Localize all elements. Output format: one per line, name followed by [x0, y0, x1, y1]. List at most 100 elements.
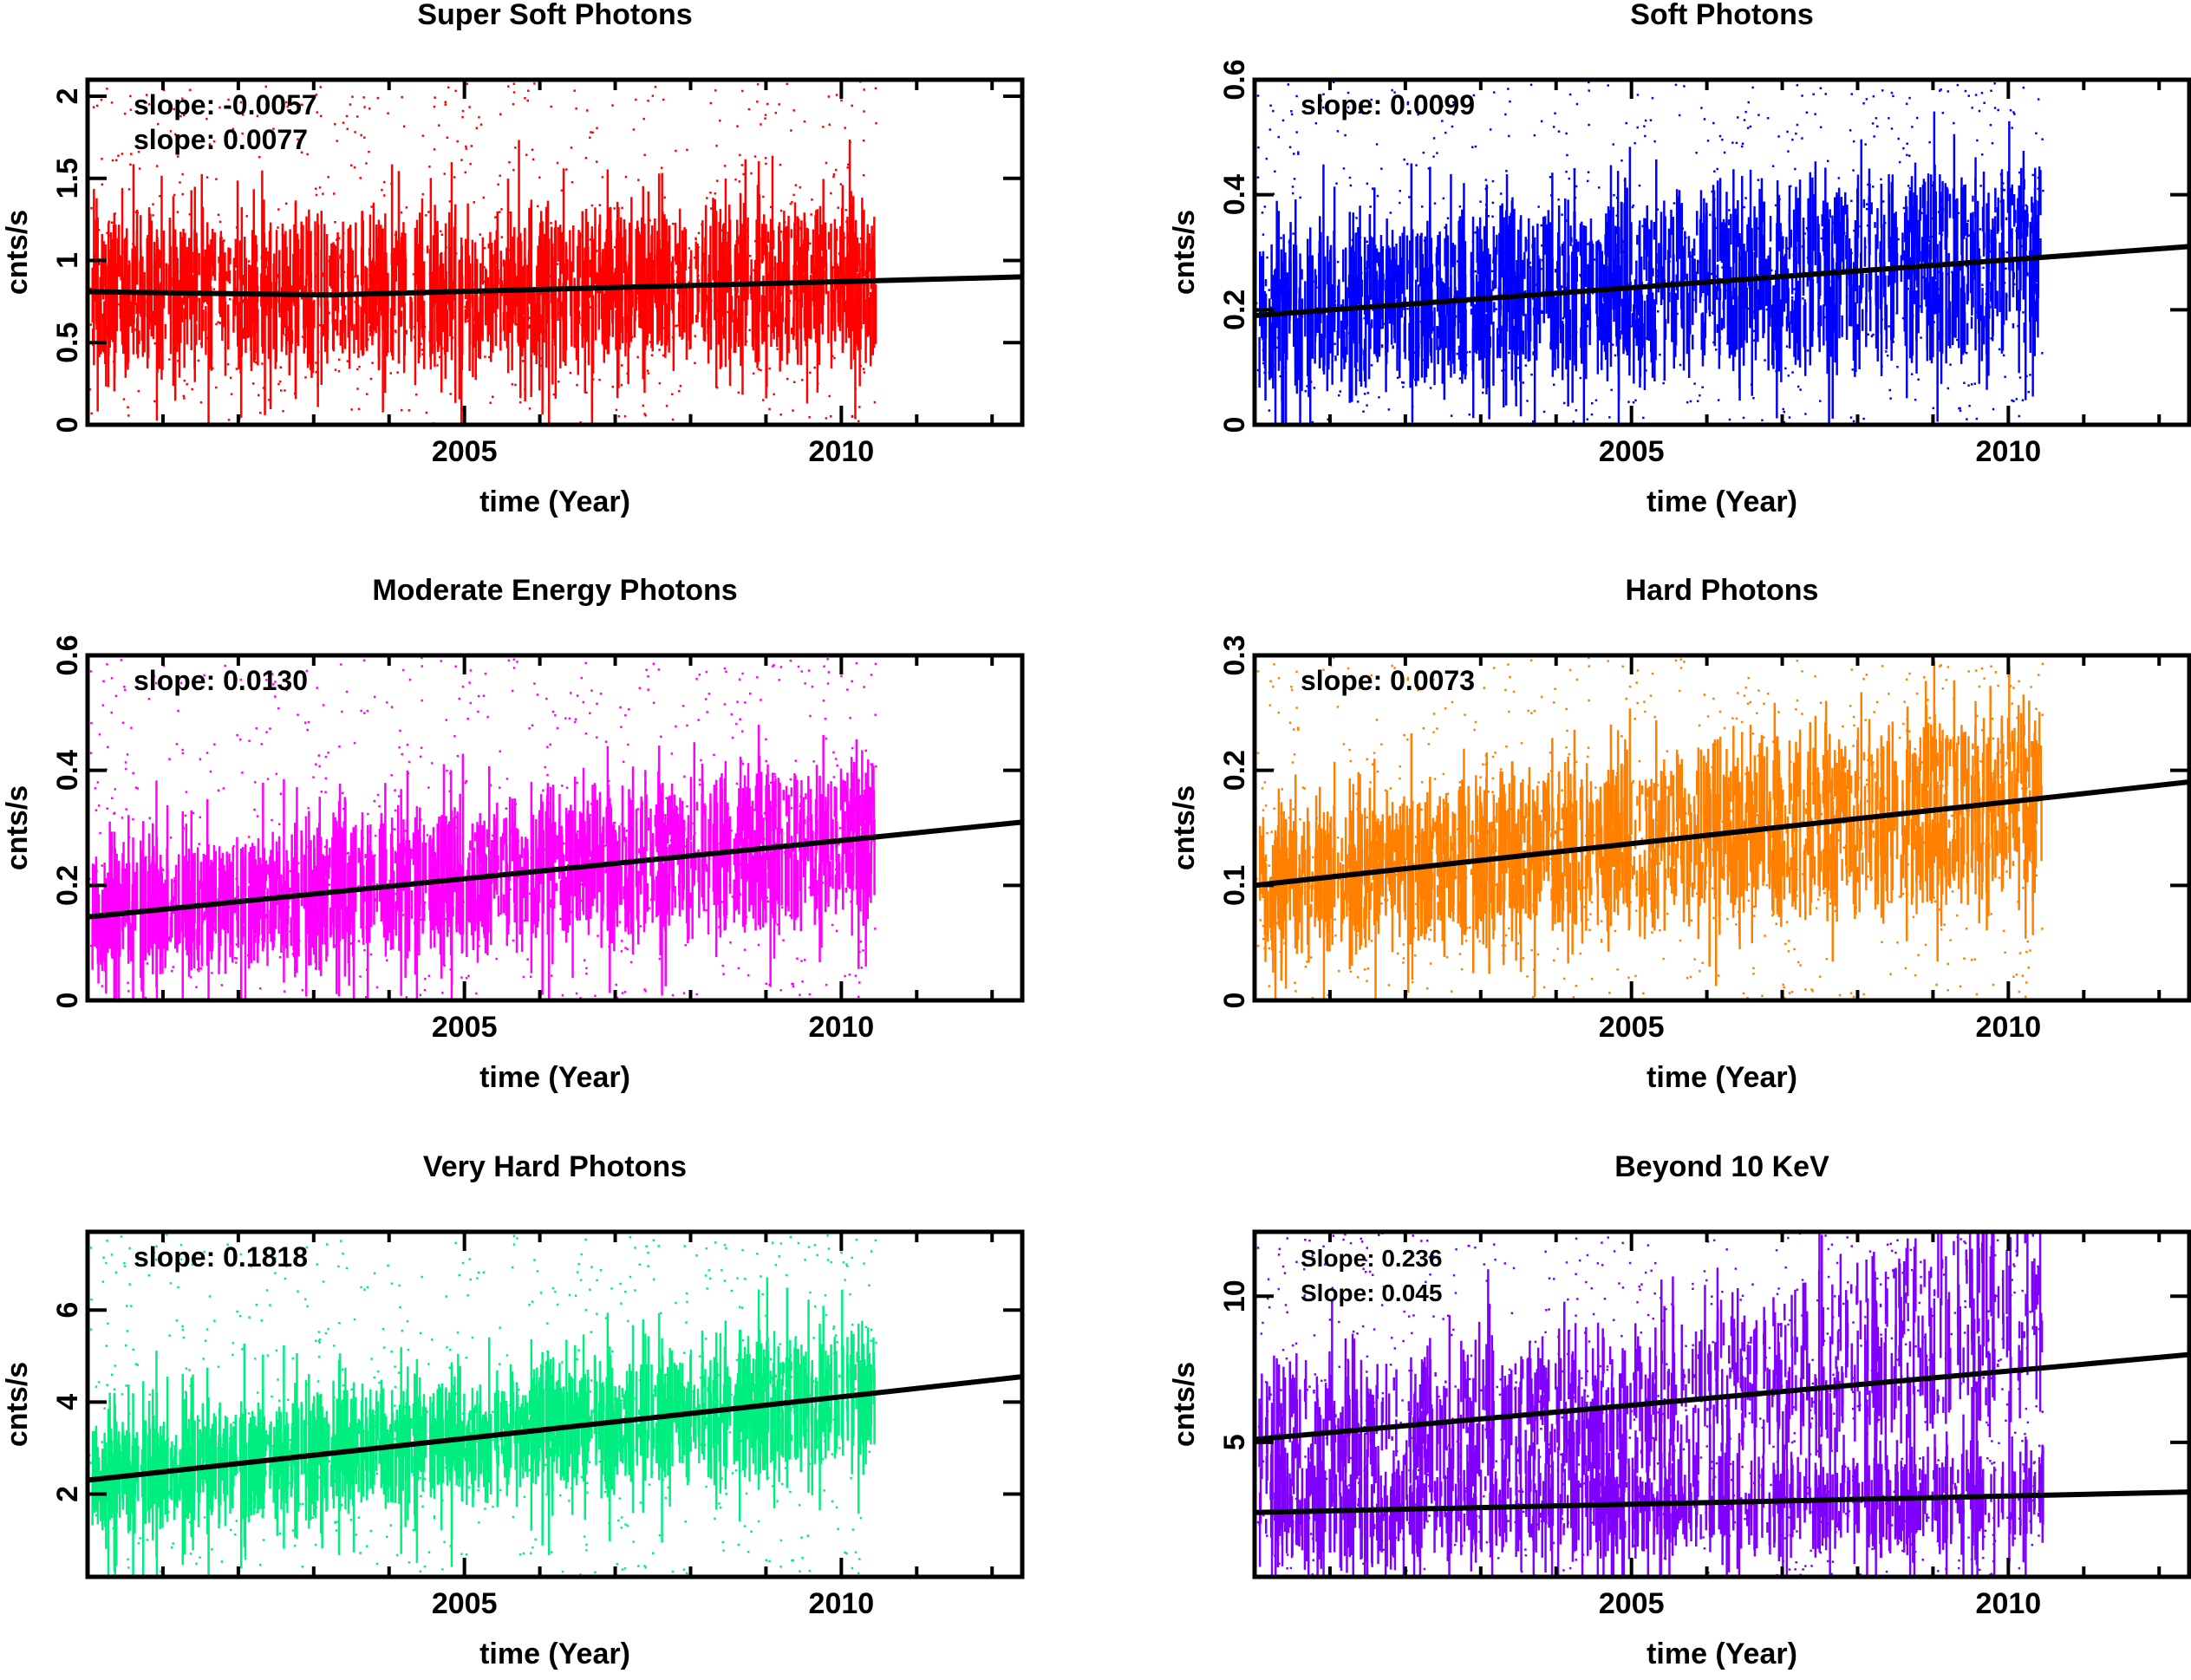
data-point: [1821, 214, 1823, 227]
data-point: [1947, 308, 1950, 346]
data-point: [1459, 323, 1462, 371]
data-point: [2005, 292, 2008, 321]
data-point: [360, 709, 362, 713]
data-point: [1989, 124, 1992, 127]
data-point: [525, 153, 528, 156]
data-point: [1583, 307, 1587, 348]
data-point: [2025, 255, 2028, 275]
data-point: [1284, 335, 1288, 338]
data-point: [1491, 201, 1495, 205]
data-point: [1783, 410, 1785, 413]
data-point: [632, 128, 636, 131]
data-point: [2006, 171, 2010, 213]
data-point: [1472, 94, 1476, 97]
data-point: [318, 186, 322, 189]
data-point: [1357, 227, 1360, 304]
data-point: [369, 953, 373, 956]
data-point: [1279, 374, 1281, 378]
data-point: [1697, 400, 1699, 402]
data-point: [473, 322, 476, 348]
data-point: [1923, 223, 1927, 225]
data-point: [1258, 336, 1261, 388]
data-point: [2016, 226, 2018, 311]
data-point: [746, 824, 748, 882]
data-point: [1928, 282, 1931, 326]
data-point: [2008, 120, 2011, 270]
data-point: [183, 298, 186, 301]
data-point: [1579, 273, 1581, 277]
data-point: [1490, 270, 1494, 273]
data-point: [95, 104, 99, 107]
data-point: [1536, 223, 1539, 323]
data-point: [840, 674, 843, 678]
data-point: [563, 360, 566, 362]
data-point: [137, 150, 140, 153]
data-point: [2025, 204, 2027, 207]
y-axis-label: cnts/s: [1168, 210, 1201, 295]
data-point: [705, 294, 708, 303]
data-point: [1350, 329, 1353, 390]
data-point: [1507, 88, 1510, 90]
data-point: [753, 155, 757, 158]
data-point: [402, 244, 405, 296]
data-point: [1277, 260, 1280, 306]
data-point: [1314, 275, 1317, 286]
data-point: [1908, 190, 1911, 233]
data-point: [1588, 81, 1590, 84]
data-point: [2033, 300, 2036, 356]
data-point: [427, 786, 430, 789]
data-point: [1822, 200, 1825, 216]
data-point: [1391, 230, 1394, 286]
data-point: [1523, 291, 1525, 316]
data-point: [253, 295, 256, 363]
data-point: [1446, 235, 1450, 298]
data-point: [346, 852, 349, 855]
data-point: [1934, 281, 1937, 315]
data-point: [1507, 263, 1510, 313]
data-point: [499, 174, 501, 177]
data-point: [2002, 199, 2005, 263]
data-point: [206, 222, 209, 304]
data-point: [1633, 286, 1636, 339]
data-point: [1911, 126, 1914, 128]
data-point: [719, 119, 721, 122]
data-point: [1553, 126, 1555, 128]
data-point: [766, 102, 769, 106]
data-point: [1880, 178, 1882, 181]
data-point: [1293, 178, 1296, 180]
data-point: [836, 765, 838, 767]
data-point: [835, 168, 838, 172]
data-point: [512, 658, 516, 661]
data-point: [1976, 200, 1979, 271]
data-point: [688, 281, 691, 341]
data-point: [134, 211, 138, 213]
data-point: [624, 175, 628, 179]
data-point: [1608, 416, 1611, 419]
data-point: [1320, 334, 1322, 342]
data-point: [1903, 250, 1906, 332]
data-point: [1471, 273, 1474, 296]
data-point: [1851, 368, 1854, 371]
data-point: [1875, 237, 1878, 251]
y-tick-label: 0: [51, 417, 84, 433]
data-point: [272, 683, 275, 686]
data-point: [343, 315, 347, 349]
data-point: [433, 148, 436, 151]
data-point: [132, 164, 135, 355]
data-point: [1636, 94, 1640, 96]
data-point: [1911, 314, 1914, 318]
data-point: [658, 957, 662, 960]
data-point: [1402, 386, 1405, 388]
data-point: [210, 290, 213, 357]
data-point: [127, 281, 130, 363]
data-point: [1557, 280, 1560, 329]
data-point: [1681, 270, 1684, 329]
data-point: [548, 238, 551, 425]
data-point: [1551, 292, 1555, 377]
data-point: [1336, 330, 1339, 356]
data-point: [1819, 400, 1822, 402]
data-point: [2011, 399, 2013, 402]
data-point: [1852, 284, 1855, 361]
slope-annotation: slope: 0.0077: [134, 124, 308, 155]
data-point: [738, 253, 740, 280]
